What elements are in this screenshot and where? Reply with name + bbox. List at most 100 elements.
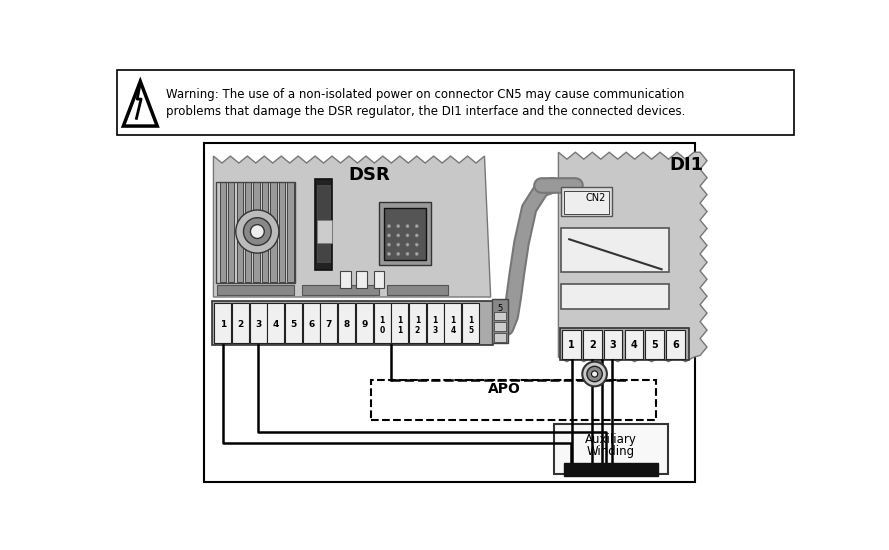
Circle shape [396, 252, 400, 255]
Bar [217, 285, 294, 295]
Text: 4: 4 [630, 340, 637, 350]
Bar [340, 271, 351, 288]
Bar [338, 303, 355, 343]
Bar [302, 285, 379, 295]
Bar [427, 303, 444, 343]
Bar [562, 330, 581, 359]
Text: 1: 1 [397, 326, 403, 334]
Circle shape [244, 218, 271, 245]
Bar [356, 271, 366, 288]
Text: 6: 6 [672, 340, 679, 350]
Text: 7: 7 [325, 320, 332, 329]
Bar [562, 228, 669, 272]
Text: 3: 3 [610, 340, 616, 350]
Text: 3: 3 [433, 326, 438, 334]
Circle shape [415, 224, 418, 228]
Bar [493, 333, 506, 342]
Text: 0: 0 [380, 326, 385, 334]
Bar [287, 182, 293, 282]
Bar [387, 285, 448, 295]
Bar [562, 284, 669, 309]
Bar [493, 312, 506, 320]
Circle shape [415, 234, 418, 237]
Text: 3: 3 [255, 320, 261, 329]
Bar [320, 303, 338, 343]
Bar [666, 330, 685, 359]
Bar [232, 303, 249, 343]
Bar [117, 70, 794, 135]
Bar [562, 187, 612, 216]
Bar [253, 182, 260, 282]
Bar [564, 191, 609, 214]
Text: APO: APO [488, 382, 521, 396]
Bar [279, 182, 285, 282]
Bar [268, 303, 284, 343]
Bar [373, 303, 390, 343]
Bar [560, 328, 689, 360]
Bar [409, 303, 426, 343]
Text: 5: 5 [291, 320, 297, 329]
Bar [384, 208, 426, 260]
Bar [220, 182, 226, 282]
Text: 1: 1 [433, 316, 438, 324]
Text: DSR: DSR [348, 166, 390, 184]
Text: 4: 4 [451, 326, 455, 334]
Bar [315, 179, 332, 270]
Bar [554, 424, 668, 474]
Text: 1: 1 [568, 340, 575, 350]
Text: CN2: CN2 [586, 192, 606, 203]
Text: problems that damage the DSR regulator, the DI1 interface and the connected devi: problems that damage the DSR regulator, … [165, 104, 685, 118]
Circle shape [396, 234, 400, 237]
Bar [317, 185, 330, 262]
Text: 5: 5 [497, 304, 502, 313]
Circle shape [406, 243, 409, 246]
Bar [216, 182, 295, 283]
Text: 1: 1 [220, 320, 226, 329]
Bar [303, 303, 320, 343]
Text: 6: 6 [308, 320, 315, 329]
Text: DI1: DI1 [669, 156, 703, 174]
Circle shape [251, 224, 264, 239]
Bar [316, 220, 332, 243]
Circle shape [388, 252, 390, 255]
Circle shape [415, 243, 418, 246]
Text: 1: 1 [397, 316, 403, 324]
Text: Warning: The use of a non-isolated power on connector CN5 may cause communicatio: Warning: The use of a non-isolated power… [165, 87, 684, 101]
Bar [493, 299, 508, 343]
Circle shape [582, 362, 607, 386]
Text: Auxiliary: Auxiliary [585, 433, 637, 446]
Text: 2: 2 [237, 320, 244, 329]
Bar [245, 182, 252, 282]
Circle shape [406, 252, 409, 255]
Bar [564, 463, 658, 476]
Bar [645, 330, 664, 359]
Bar [583, 330, 602, 359]
Polygon shape [558, 152, 707, 362]
Bar [270, 182, 276, 282]
Text: 1: 1 [468, 316, 473, 324]
Bar [493, 322, 506, 331]
Circle shape [406, 224, 409, 228]
Bar [604, 330, 622, 359]
Text: Winding: Winding [587, 445, 635, 458]
Bar [228, 182, 234, 282]
Bar [250, 303, 267, 343]
Circle shape [396, 243, 400, 246]
Bar [356, 303, 372, 343]
Bar [444, 303, 461, 343]
Bar [212, 301, 493, 345]
Circle shape [587, 366, 603, 382]
Polygon shape [124, 81, 157, 126]
Bar [625, 330, 643, 359]
Polygon shape [213, 156, 491, 297]
Text: 9: 9 [361, 320, 367, 329]
Bar [214, 303, 231, 343]
Bar [373, 271, 384, 288]
Bar [372, 380, 656, 420]
Text: 2: 2 [415, 326, 420, 334]
Bar [391, 303, 408, 343]
Bar [204, 143, 694, 482]
Bar [262, 182, 268, 282]
Circle shape [388, 234, 390, 237]
Text: 1: 1 [451, 316, 455, 324]
